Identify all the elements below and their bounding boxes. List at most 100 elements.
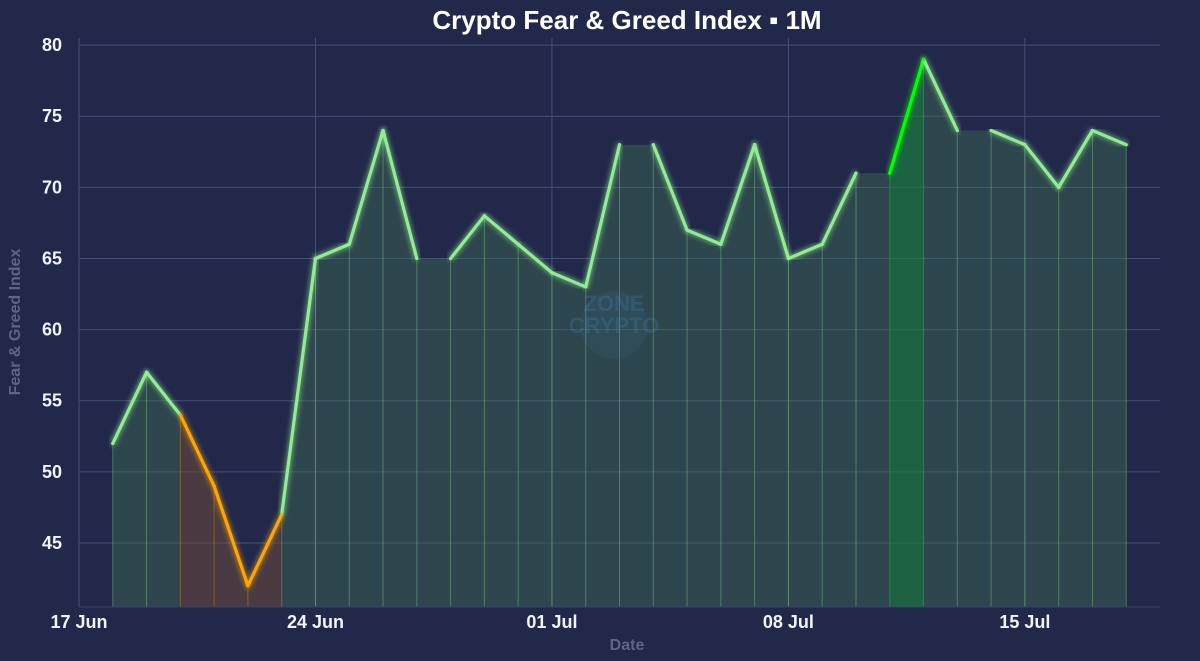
series-segment-11: [482, 214, 520, 246]
area-segment-24: [923, 59, 958, 607]
data-point: [786, 256, 791, 261]
data-point: [955, 128, 959, 133]
data-point: [381, 128, 385, 133]
data-point: [111, 441, 115, 446]
area-segment-21: [822, 173, 856, 607]
area-segment-14: [585, 144, 620, 607]
x-tick-label: 08 Jul: [763, 612, 814, 632]
data-point: [719, 242, 723, 246]
series-segment-27: [1023, 143, 1061, 189]
area-segment-16: [653, 144, 688, 607]
data-point: [820, 242, 824, 246]
area-segment-25: [957, 130, 992, 607]
x-tick-label: 15 Jul: [999, 612, 1050, 632]
series-segment-5: [280, 256, 318, 517]
area-segment-8: [383, 130, 417, 607]
data-point: [888, 171, 892, 175]
series-segment-16: [651, 143, 689, 232]
series-segment-13: [550, 271, 588, 289]
x-tick-label: 01 Jul: [526, 612, 577, 632]
series-segment-28: [1057, 128, 1095, 189]
series-segment-20: [786, 242, 824, 261]
y-tick-labels: 45 50 55 60 65 70 75 80: [42, 35, 62, 553]
data-point: [448, 256, 453, 261]
series-segment-21: [820, 171, 858, 246]
data-point: [1023, 143, 1027, 147]
area-segment-26: [991, 130, 1025, 607]
x-tick-label: 17 Jun: [50, 612, 107, 632]
area-fills: [112, 59, 1127, 607]
grid-vertical: [78, 38, 1026, 607]
y-axis-label: Fear & Greed Index: [7, 249, 24, 396]
area-segment-1: [146, 372, 181, 607]
grid-horizontal: [79, 44, 1160, 544]
y-tick-label: 70: [42, 177, 62, 197]
series-segment-14: [584, 143, 622, 289]
series-segment-7: [347, 128, 385, 246]
y-tick-label: 45: [42, 533, 62, 553]
series-segment-3: [212, 484, 250, 588]
area-segment-23: [889, 59, 924, 607]
area-segment-5: [281, 258, 316, 607]
y-tick-label: 60: [42, 320, 62, 340]
area-segment-18: [720, 144, 755, 607]
watermark: ZONE CRYPTO: [569, 291, 659, 359]
area-segment-7: [349, 130, 384, 607]
data-point: [617, 143, 622, 147]
data-point: [482, 214, 486, 218]
series-segment-24: [921, 57, 959, 133]
area-segment-29: [1092, 130, 1127, 607]
area-segment-28: [1058, 130, 1093, 607]
data-point: [651, 143, 655, 147]
data-point: [313, 256, 318, 261]
data-point: [280, 512, 284, 517]
area-segment-22: [855, 173, 890, 607]
watermark-line2: CRYPTO: [569, 313, 659, 338]
watermark-line1: ZONE: [583, 291, 644, 316]
area-segment-15: [619, 144, 654, 607]
x-axis-label: Date: [610, 637, 645, 654]
data-points: [111, 57, 1128, 588]
data-point: [516, 242, 520, 246]
y-tick-label: 65: [42, 248, 62, 268]
data-point: [1124, 143, 1128, 147]
area-segment-12: [518, 244, 552, 607]
series-segment-8: [381, 128, 419, 261]
series-segment-2: [178, 413, 216, 488]
series-segment-19: [753, 143, 791, 261]
data-point: [584, 285, 588, 289]
area-segment-13: [551, 272, 586, 607]
data-point: [753, 143, 757, 147]
data-point: [1090, 128, 1095, 133]
series-segment-0: [111, 370, 149, 446]
area-segment-17: [687, 230, 721, 607]
series-segment-17: [685, 228, 723, 246]
area-segment-9: [416, 258, 451, 607]
point-drop-lines: [112, 59, 1127, 607]
area-segment-6: [315, 244, 350, 607]
y-tick-label: 55: [42, 391, 62, 411]
data-point: [550, 271, 554, 275]
series-segment-6: [313, 242, 351, 261]
chart-title: Crypto Fear & Greed Index ▪ 1M: [432, 5, 821, 35]
area-segment-2: [180, 414, 215, 607]
series-segment-10: [448, 214, 486, 261]
area-segment-4: [247, 514, 282, 607]
area-segment-10: [450, 215, 485, 607]
data-point: [415, 256, 419, 261]
data-point: [212, 484, 216, 488]
data-point: [144, 370, 149, 374]
area-segment-0: [112, 372, 147, 607]
series-segment-4: [246, 512, 284, 588]
series-segment-29: [1090, 128, 1128, 147]
series-segment-12: [516, 242, 554, 275]
data-point: [685, 228, 689, 232]
data-point: [246, 584, 250, 588]
area-segment-20: [788, 244, 823, 607]
data-point: [921, 57, 926, 61]
series-segment-1: [144, 370, 182, 417]
area-segment-11: [484, 215, 519, 607]
data-point: [989, 128, 993, 133]
data-point: [854, 171, 858, 175]
area-segment-27: [1024, 144, 1059, 607]
